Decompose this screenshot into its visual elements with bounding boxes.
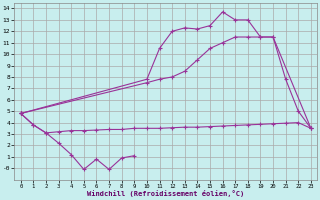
X-axis label: Windchill (Refroidissement éolien,°C): Windchill (Refroidissement éolien,°C) xyxy=(87,190,244,197)
